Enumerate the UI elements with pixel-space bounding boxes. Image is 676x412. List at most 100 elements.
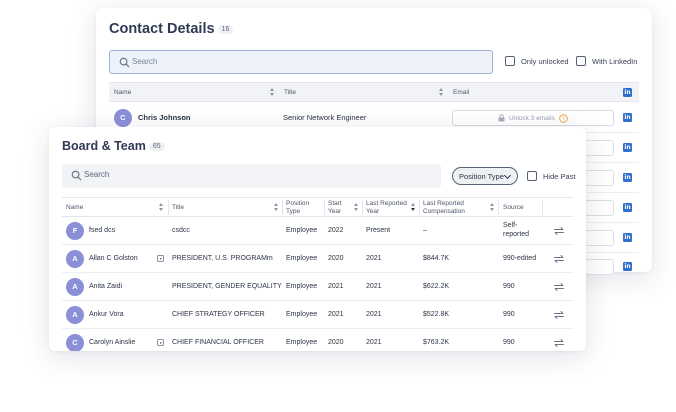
position-type-dropdown[interactable]: Position Type [452, 167, 518, 185]
column-label-line: Start [328, 200, 342, 207]
column-label-line: Last Reported [366, 200, 407, 207]
compensation: – [423, 227, 427, 234]
sort-icon[interactable] [274, 203, 279, 212]
column-last-reported-compensation[interactable]: Last Reported Compensation [423, 200, 465, 216]
board-search-placeholder: Search [84, 170, 110, 179]
start-year: 2022 [328, 227, 344, 234]
compensation: $763.2K [423, 339, 450, 346]
search-icon [119, 57, 130, 68]
plus-square-icon[interactable] [157, 339, 164, 346]
source: 990 [503, 339, 515, 346]
source: Self-reported [503, 221, 529, 239]
contact-table-header: Name Title Email in [109, 82, 639, 102]
source-line: reported [503, 231, 530, 238]
linkedin-icon: in [623, 88, 632, 97]
svg-text:?: ? [562, 116, 565, 122]
table-row[interactable]: A Ankur Vora CHIEF STRATEGY OFFICER Empl… [62, 301, 573, 329]
column-divider [168, 200, 169, 215]
contact-search-input[interactable]: Search [109, 50, 493, 74]
column-divider [324, 200, 325, 215]
column-name[interactable]: Name [66, 204, 84, 211]
linkedin-icon[interactable]: in [623, 203, 632, 212]
linkedin-icon[interactable]: in [623, 173, 632, 182]
sort-icon[interactable] [159, 203, 164, 212]
source-line: Self- [503, 222, 518, 229]
swap-icon[interactable] [553, 226, 565, 236]
sort-icon[interactable] [490, 203, 495, 212]
checkbox-box[interactable] [505, 56, 515, 66]
table-row[interactable]: A Allan C Golston PRESIDENT, U.S. PROGRA… [62, 245, 573, 273]
column-title[interactable]: Title [284, 89, 297, 96]
linkedin-icon[interactable]: in [623, 262, 632, 271]
person-name[interactable]: fsed dcs [89, 227, 116, 234]
board-team-title: Board & Team 65 [62, 139, 165, 153]
avatar: A [66, 278, 84, 296]
position-type: Employee [286, 283, 318, 290]
person-name[interactable]: Ankur Vora [89, 311, 124, 318]
swap-icon[interactable] [553, 310, 565, 320]
source: 990 [503, 283, 515, 290]
table-row[interactable]: A Anita Zaidi PRESIDENT, GENDER EQUALITY… [62, 273, 573, 301]
table-row[interactable]: C Carolyn Ainslie CHIEF FINANCIAL OFFICE… [62, 329, 573, 351]
linkedin-icon[interactable]: in [623, 113, 632, 122]
person-title: PRESIDENT, U.S. PROGRAMm [172, 255, 273, 262]
unlock-emails-button[interactable]: Unlock 3 emails ? [452, 110, 614, 126]
column-label-line: Compensation [423, 208, 465, 215]
hide-past-checkbox[interactable]: Hide Past [527, 171, 576, 181]
column-position-type: Position Type [286, 200, 309, 216]
contact-title: Senior Network Engineer [283, 113, 367, 122]
source: 990 [503, 311, 515, 318]
last-reported-year: 2021 [366, 283, 382, 290]
person-title: CHIEF FINANCIAL OFFICER [172, 339, 264, 346]
hide-past-label: Hide Past [543, 171, 576, 181]
person-title: CHIEF STRATEGY OFFICER [172, 311, 265, 318]
with-linkedin-checkbox[interactable]: With LinkedIn [576, 56, 637, 66]
checkbox-box[interactable] [527, 171, 537, 181]
board-search-input[interactable]: Search [62, 164, 441, 188]
sort-icon[interactable] [354, 203, 359, 212]
column-label-line: Last Reported [423, 200, 464, 207]
table-row[interactable]: F fsed dcs csdcc Employee 2022 Present –… [62, 217, 573, 245]
column-label-line: Year [366, 208, 380, 215]
column-name[interactable]: Name [114, 89, 132, 96]
column-email: Email [453, 89, 470, 96]
person-title: PRESIDENT, GENDER EQUALITY [172, 283, 282, 290]
person-name[interactable]: Anita Zaidi [89, 283, 123, 290]
avatar: F [66, 222, 84, 240]
column-label-line: Position [286, 200, 310, 207]
last-reported-year: Present [366, 227, 391, 234]
position-type-label: Position Type [459, 171, 504, 181]
linkedin-icon[interactable]: in [623, 143, 632, 152]
sort-icon[interactable] [270, 88, 275, 97]
compensation: $622.2K [423, 283, 450, 290]
column-last-reported-year[interactable]: Last Reported Year [366, 200, 407, 216]
board-count-badge: 65 [148, 142, 165, 151]
column-start-year[interactable]: Start Year [328, 200, 342, 216]
person-name[interactable]: Carolyn Ainslie [89, 339, 136, 346]
linkedin-icon[interactable]: in [623, 233, 632, 242]
position-type: Employee [286, 339, 318, 346]
last-reported-year: 2021 [366, 339, 382, 346]
avatar: A [66, 250, 84, 268]
with-linkedin-label: With LinkedIn [592, 56, 638, 66]
person-name[interactable]: Allan C Golston [89, 255, 138, 262]
column-title[interactable]: Title [172, 204, 185, 211]
column-source: Source [503, 204, 524, 211]
help-circle-icon[interactable]: ? [559, 113, 568, 123]
start-year: 2020 [328, 255, 344, 262]
plus-square-icon[interactable] [157, 255, 164, 262]
avatar: A [66, 306, 84, 324]
swap-icon[interactable] [553, 254, 565, 264]
last-reported-year: 2021 [366, 255, 382, 262]
avatar: C [66, 334, 84, 351]
swap-icon[interactable] [553, 282, 565, 292]
compensation: $844.7K [423, 255, 450, 262]
swap-icon[interactable] [553, 338, 565, 348]
chevron-down-icon [503, 171, 512, 180]
column-label-line: Year [328, 208, 342, 215]
sort-icon[interactable] [411, 203, 416, 212]
checkbox-box[interactable] [576, 56, 586, 66]
sort-icon[interactable] [439, 88, 444, 97]
contact-name[interactable]: Chris Johnson [138, 113, 191, 122]
only-unlocked-checkbox[interactable]: Only unlocked [505, 56, 569, 66]
